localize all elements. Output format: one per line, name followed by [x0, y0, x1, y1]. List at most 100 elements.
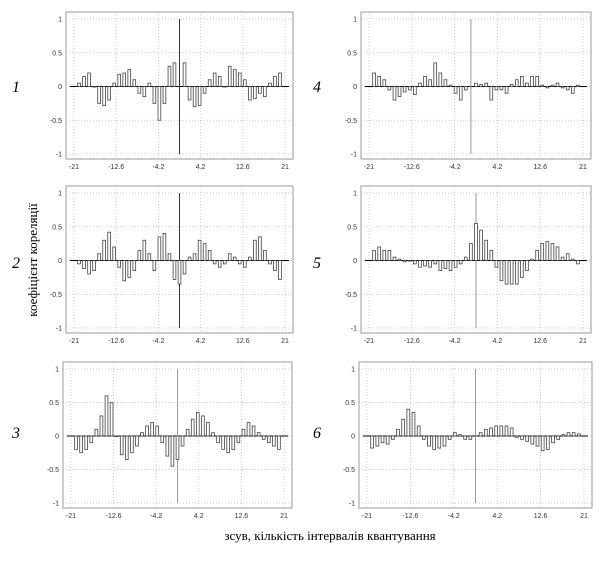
bar-mark	[127, 69, 132, 87]
bar-mark	[443, 79, 448, 87]
bar-mark	[77, 260, 81, 265]
bar-mark	[494, 86, 499, 91]
bar-mark	[227, 253, 232, 261]
bar-mark	[132, 260, 137, 272]
bar-mark	[453, 260, 458, 268]
bar-mark	[416, 425, 421, 437]
x-tick-label: 4.2	[196, 164, 206, 171]
bar-mark	[231, 435, 236, 450]
bar-mark	[155, 425, 160, 437]
chart-panel-3: 1 0.5 0 -0.5 -1 -21 -12.6 -4.2 4.2 12.6 21 3	[11, 361, 293, 520]
bar-mark	[232, 256, 237, 261]
bar-mark	[555, 82, 560, 87]
bar-mark	[79, 435, 83, 454]
x-tick-label: 21	[580, 513, 588, 520]
bar-mark	[182, 260, 187, 275]
bar-mark	[132, 79, 137, 87]
bar-mark	[89, 435, 94, 444]
bar-mark	[560, 256, 565, 261]
bar-mark	[212, 260, 217, 265]
panel-number-label: 3	[11, 425, 20, 442]
bar-mark	[278, 72, 282, 87]
bar-mark	[102, 239, 106, 261]
x-tick-label: 12.6	[534, 513, 548, 520]
y-tick-label: 0	[351, 434, 355, 441]
x-tick-label: 12.6	[236, 164, 250, 171]
bar-mark	[478, 432, 483, 437]
bar-mark	[273, 260, 277, 272]
bar-mark	[494, 425, 498, 437]
y-tick-label: 1	[353, 191, 357, 198]
bar-mark	[463, 435, 467, 440]
x-tick-label: 4.2	[492, 513, 502, 520]
bar-mark	[243, 79, 247, 87]
x-tick-label: 21	[579, 164, 587, 171]
bar-mark	[127, 260, 132, 278]
bar-mark	[241, 428, 246, 437]
bar-mark	[484, 82, 488, 87]
bar-mark	[413, 86, 417, 95]
bar-mark	[546, 435, 550, 450]
bar-mark	[458, 434, 462, 437]
bar-mark	[222, 86, 227, 88]
x-tick-label: -21	[362, 513, 372, 520]
bar-mark	[418, 260, 422, 268]
bar-mark	[437, 435, 442, 449]
bar-mark	[571, 432, 576, 437]
bar-mark	[525, 82, 529, 87]
bar-mark	[442, 435, 447, 447]
bar-mark	[423, 75, 427, 87]
plot-frame	[62, 361, 293, 509]
bar-mark	[458, 260, 463, 265]
bar-mark	[576, 260, 580, 265]
bar-mark	[448, 260, 453, 272]
bar-mark	[540, 243, 545, 261]
bar-mark	[187, 256, 192, 261]
bar-mark	[453, 86, 458, 94]
bar-mark	[165, 435, 170, 457]
bar-mark	[258, 236, 262, 261]
bar-mark	[448, 84, 453, 87]
bar-mark	[392, 86, 397, 101]
bar-mark	[87, 260, 91, 275]
y-tick-label: -1	[351, 326, 357, 333]
chart-panel-1: 1 0.5 0 -0.5 -1 -21 -12.6 -4.2 4.2 12.6 21 1	[12, 11, 294, 171]
x-tick-label: -21	[364, 164, 374, 171]
bar-mark	[117, 260, 121, 268]
y-tick-label: 1	[58, 17, 62, 24]
bar-mark	[263, 86, 267, 98]
x-tick-label: -12.6	[108, 164, 124, 171]
panel-number-label: 1	[12, 79, 20, 96]
bar-mark	[372, 72, 376, 87]
bar-mark	[387, 249, 392, 261]
panel-number-label: 6	[313, 425, 321, 442]
y-tick-label: 0	[353, 258, 357, 265]
bar-mark	[157, 86, 162, 121]
bar-mark	[489, 427, 493, 437]
x-tick-label: -4.2	[150, 513, 162, 520]
bar-mark	[107, 231, 111, 261]
bar-mark	[413, 260, 417, 265]
x-tick-label: 12.6	[533, 164, 547, 171]
x-tick-label: 21	[579, 338, 587, 345]
bar-mark	[222, 260, 227, 265]
bar-mark	[137, 86, 142, 94]
y-tick-label: 0	[353, 84, 357, 91]
x-tick-label: -12.6	[404, 164, 420, 171]
plot-frame	[65, 11, 294, 160]
bar-mark	[185, 428, 190, 437]
bar-mark	[97, 253, 101, 261]
bar-mark	[377, 246, 381, 261]
chart-panel-2: 1 0.5 0 -0.5 -1 -21 -12.6 -4.2 4.2 12.6 21 2	[12, 185, 294, 345]
bar-mark	[515, 435, 519, 438]
bar-mark	[566, 432, 571, 437]
bar-mark	[550, 243, 555, 261]
bar-mark	[112, 82, 116, 87]
bar-mark	[427, 435, 431, 447]
y-tick-label: -0.5	[47, 467, 59, 474]
bar-mark	[499, 260, 504, 282]
bar-mark	[556, 435, 560, 440]
bar-mark	[211, 432, 215, 437]
y-tick-label: 0	[58, 84, 62, 91]
